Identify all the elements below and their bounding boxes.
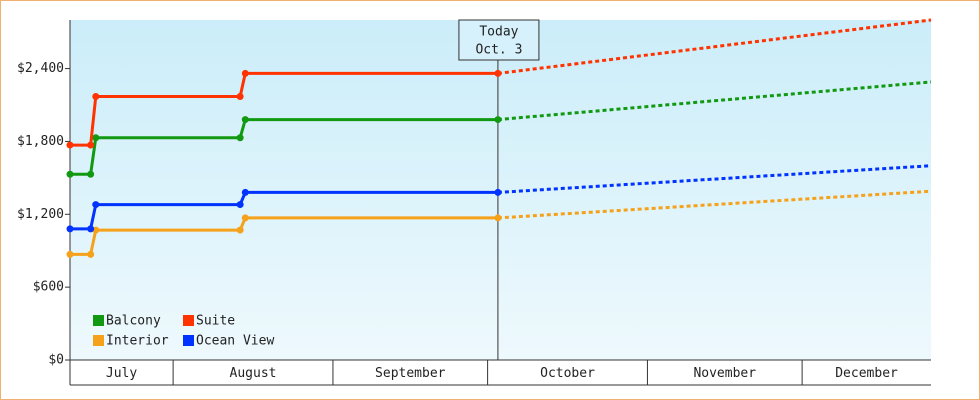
point [87, 250, 95, 258]
legend-swatch [93, 335, 104, 346]
legend-label: Ocean View [196, 334, 274, 349]
forecast-line [497, 189, 932, 220]
point [494, 69, 502, 77]
point [236, 93, 244, 100]
legend-label: Interior [106, 334, 169, 349]
point [92, 201, 100, 209]
x-tick-label: July [106, 366, 137, 381]
y-tick-label: $2,400 [17, 61, 64, 76]
point [66, 141, 74, 149]
y-tick-label: $1,800 [17, 134, 64, 149]
point [92, 134, 100, 142]
forecast-line [497, 18, 932, 75]
point [66, 225, 74, 233]
x-tick-label: October [540, 366, 595, 381]
today-label: Today [479, 25, 518, 40]
today-date: Oct. 3 [475, 43, 522, 58]
point [241, 116, 249, 124]
point [494, 188, 502, 196]
x-tick-label: November [693, 366, 756, 381]
point [66, 170, 74, 178]
y-tick-label: $600 [33, 280, 64, 295]
point [494, 116, 502, 124]
point [236, 201, 244, 209]
point [236, 134, 244, 142]
legend-swatch [183, 315, 194, 326]
legend-swatch [183, 335, 194, 346]
x-tick-label: August [230, 366, 277, 381]
point [87, 141, 95, 149]
point [87, 225, 95, 233]
point [236, 226, 244, 234]
point [66, 250, 74, 258]
y-tick-label: $0 [48, 353, 64, 368]
today-box [458, 19, 540, 61]
x-tick-label: September [375, 366, 446, 381]
y-tick-label: $1,200 [17, 207, 64, 222]
point [494, 214, 502, 222]
point [241, 188, 249, 196]
x-tick-label: December [835, 366, 898, 381]
point [87, 170, 95, 178]
legend-label: Suite [196, 314, 235, 329]
legend-swatch [93, 315, 104, 326]
legend-label: Balcony [106, 314, 161, 329]
point [92, 93, 100, 100]
point [241, 69, 249, 77]
forecast-line [497, 164, 932, 194]
forecast-line [497, 80, 932, 122]
point [241, 214, 249, 222]
plot-area [70, 20, 931, 360]
